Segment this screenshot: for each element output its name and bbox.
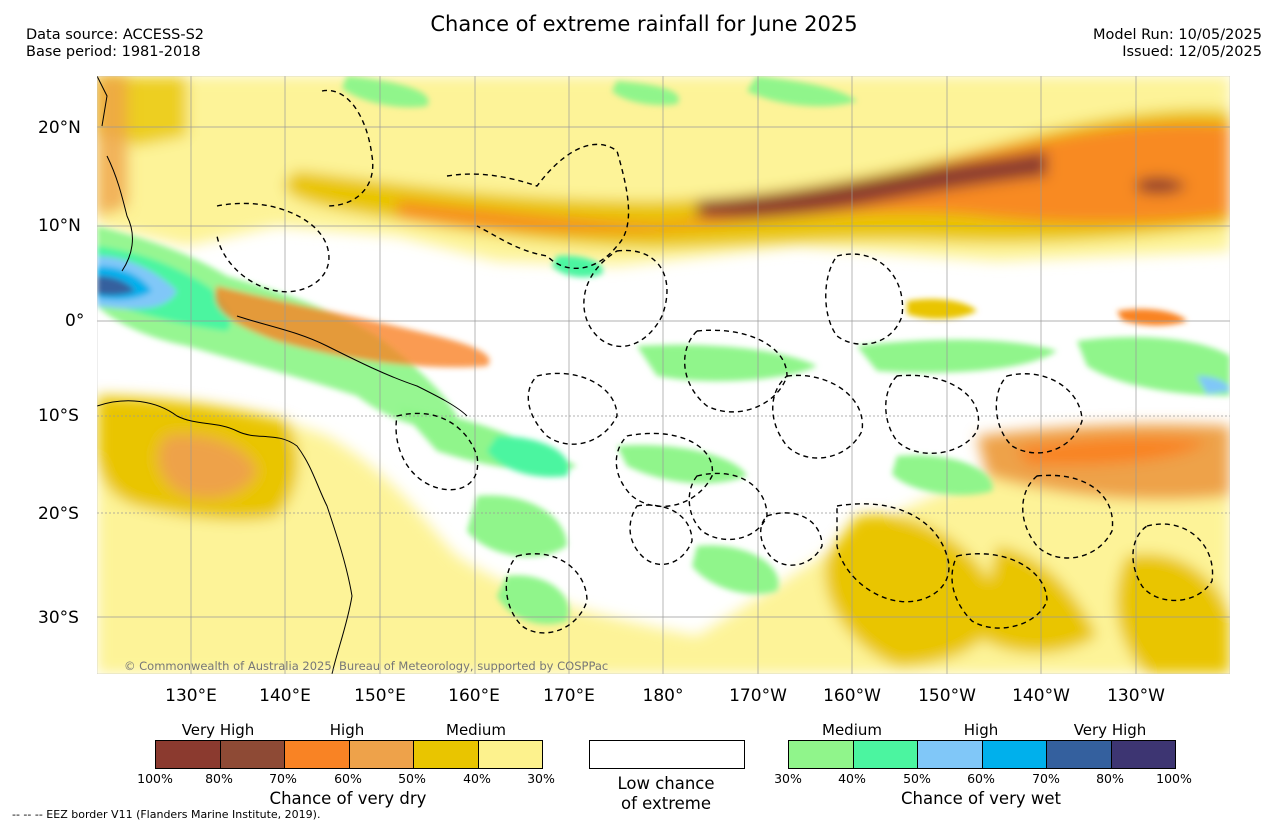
wet-swatch-1	[789, 741, 854, 768]
wet-category-very-high: Very High	[1073, 721, 1147, 739]
low-chance-line2: of extreme	[620, 794, 712, 813]
wet-tick-60: 60%	[967, 771, 995, 786]
dry-legend-title: Chance of very dry	[269, 789, 427, 808]
dry-tick-60: 60%	[334, 771, 362, 786]
lon-label-160e: 160°E	[448, 686, 500, 706]
dry-colorbar	[155, 740, 543, 769]
wet-legend-title: Chance of very wet	[901, 789, 1061, 808]
lat-label-20n: 20°N	[38, 118, 81, 138]
lon-label-150e: 150°E	[354, 686, 406, 706]
dry-swatch-5	[414, 741, 479, 768]
lat-label-30s: 30°S	[38, 608, 79, 628]
dry-swatch-4	[349, 741, 414, 768]
low-chance-label: Low chance of extreme	[617, 774, 714, 814]
dry-category-medium: Medium	[446, 721, 506, 739]
map-title: Chance of extreme rainfall for June 2025	[430, 12, 858, 36]
low-chance-swatch	[589, 740, 745, 769]
data-source-label: Data source: ACCESS-S2	[26, 27, 205, 43]
lat-label-eq: 0°	[65, 311, 85, 331]
dry-category-high: High	[329, 721, 365, 739]
dry-tick-70: 70%	[269, 771, 297, 786]
lon-label-130e: 130°E	[165, 686, 217, 706]
lon-label-170w: 170°W	[729, 686, 787, 706]
lat-label-10s: 10°S	[38, 406, 79, 426]
lat-label-10n: 10°N	[38, 216, 81, 236]
wet-swatch-5	[1047, 741, 1112, 768]
lon-label-150w: 150°W	[918, 686, 976, 706]
wet-tick-40: 40%	[838, 771, 866, 786]
dry-tick-50: 50%	[398, 771, 426, 786]
dry-tick-40: 40%	[463, 771, 491, 786]
wet-swatch-4	[982, 741, 1047, 768]
wet-tick-50: 50%	[903, 771, 931, 786]
dry-swatch-1	[156, 741, 221, 768]
lon-label-180: 180°	[642, 686, 684, 706]
wet-tick-70: 70%	[1032, 771, 1060, 786]
wet-tick-80: 80%	[1096, 771, 1124, 786]
lon-label-130w: 130°W	[1107, 686, 1165, 706]
wet-swatch-3	[918, 741, 983, 768]
dry-tick-80: 80%	[205, 771, 233, 786]
dry-category-very-high: Very High	[181, 721, 255, 739]
wet-category-medium: Medium	[822, 721, 882, 739]
dry-swatch-3	[285, 741, 350, 768]
wet-swatch-6	[1111, 741, 1175, 768]
rainfall-map[interactable]	[97, 76, 1230, 674]
wet-colorbar	[788, 740, 1176, 769]
dry-swatch-6	[478, 741, 542, 768]
copyright-notice: © Commonwealth of Australia 2025, Bureau…	[124, 659, 609, 673]
dry-swatch-2	[220, 741, 285, 768]
lon-label-170e: 170°E	[543, 686, 595, 706]
wet-tick-30: 30%	[774, 771, 802, 786]
lon-label-140w: 140°W	[1012, 686, 1070, 706]
base-period-label: Base period: 1981-2018	[26, 44, 201, 60]
rainfall-shading	[97, 76, 1230, 674]
model-run-label: Model Run: 10/05/2025	[1092, 27, 1262, 43]
coastlines	[97, 76, 468, 674]
wet-swatch-2	[853, 741, 918, 768]
lon-label-160w: 160°W	[823, 686, 881, 706]
low-chance-line1: Low chance	[617, 774, 715, 793]
eez-borders	[216, 89, 1214, 634]
lat-label-20s: 20°S	[38, 504, 79, 524]
wet-category-high: High	[963, 721, 999, 739]
issued-label: Issued: 12/05/2025	[1122, 44, 1262, 60]
eez-footnote: -- -- -- EEZ border V11 (Flanders Marine…	[12, 808, 321, 821]
graticule	[97, 76, 1230, 674]
lon-label-140e: 140°E	[259, 686, 311, 706]
wet-tick-100: 100%	[1156, 771, 1192, 786]
dry-tick-30: 30%	[527, 771, 555, 786]
dry-tick-100: 100%	[137, 771, 173, 786]
